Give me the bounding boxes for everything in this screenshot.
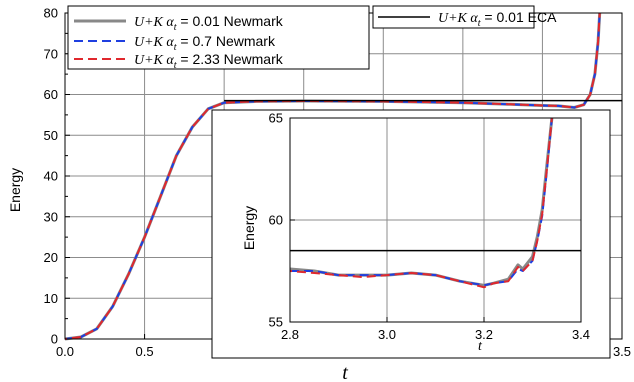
inset-chart: 2.8 3.0 3.2 3.4 55 60 65 Energy t <box>211 109 611 359</box>
y-tick-label: 50 <box>44 128 58 143</box>
y-tick-label: 0 <box>51 332 58 347</box>
x-tick-label: 0.0 <box>56 344 74 359</box>
inset-ticks: 2.8 3.0 3.2 3.4 55 60 65 <box>269 111 591 343</box>
series-line-u-k-t-2-33-newmark <box>289 117 553 289</box>
legend-entry-u-k-t-0-7-newmark: U+K αt = 0.7 Newmark <box>74 33 276 53</box>
series-line-u-k-t-2-33-newmark <box>64 12 601 340</box>
y-tick-label: 65 <box>269 111 283 126</box>
y-tick-label: 10 <box>44 291 58 306</box>
main-y-axis-label: Energy <box>7 168 23 212</box>
y-tick-label: 70 <box>44 46 58 61</box>
x-tick-label: 2.8 <box>281 327 299 342</box>
legend-label: U+K αt = 0.01 ECA <box>438 9 557 29</box>
inset-x-axis-label: t <box>478 339 483 354</box>
y-tick-label: 55 <box>269 315 283 330</box>
legend-entry-u-k-t-2-33-newmark: U+K αt = 2.33 Newmark <box>74 51 284 71</box>
y-tick-label: 60 <box>269 213 283 228</box>
legend-entry-u-k-t-0-01-newmark: U+K αt = 0.01 Newmark <box>74 13 284 33</box>
series-line-u-k-t-0-7-newmark <box>290 117 553 287</box>
legend-label: U+K αt = 2.33 Newmark <box>134 51 284 71</box>
x-tick-label: 3.4 <box>572 327 590 342</box>
main-x-axis-label: t <box>342 362 348 382</box>
x-tick-label: 3.0 <box>378 327 396 342</box>
x-tick-label: 0.5 <box>136 344 154 359</box>
legend-label: U+K αt = 0.7 Newmark <box>134 33 276 53</box>
x-tick-label: 3.2 <box>475 327 493 342</box>
y-tick-label: 40 <box>44 169 58 184</box>
legend-label: U+K αt = 0.01 Newmark <box>134 13 284 33</box>
inset-series <box>289 117 581 289</box>
inset-y-axis-label: Energy <box>241 206 257 250</box>
y-tick-label: 30 <box>44 209 58 224</box>
main-series <box>64 12 622 341</box>
y-tick-label: 20 <box>44 250 58 265</box>
legend-entry-u-k-t-0-01-eca: U+K αt = 0.01 ECA <box>378 9 557 29</box>
y-tick-label: 60 <box>44 87 58 102</box>
x-tick-label: 3.5 <box>613 344 631 359</box>
legend-right: U+K αt = 0.01 ECA <box>372 5 557 29</box>
inset-background <box>211 109 611 359</box>
y-tick-label: 80 <box>44 6 58 21</box>
